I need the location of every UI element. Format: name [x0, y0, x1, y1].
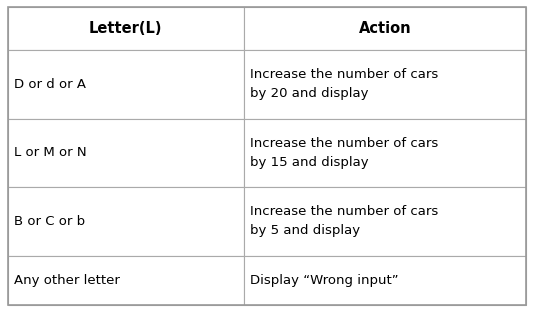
Bar: [244, 7, 526, 50]
Bar: [8, 187, 244, 256]
Text: Increase the number of cars
by 5 and display: Increase the number of cars by 5 and dis…: [250, 205, 438, 237]
Bar: [8, 256, 244, 305]
Text: B or C or b: B or C or b: [14, 215, 85, 228]
Text: Increase the number of cars
by 20 and display: Increase the number of cars by 20 and di…: [250, 68, 438, 100]
Bar: [244, 119, 526, 187]
Text: L or M or N: L or M or N: [14, 146, 87, 159]
Text: Any other letter: Any other letter: [14, 274, 120, 287]
Text: Display “Wrong input”: Display “Wrong input”: [250, 274, 399, 287]
Bar: [8, 7, 244, 50]
Bar: [244, 187, 526, 256]
Bar: [8, 50, 244, 119]
Bar: [244, 50, 526, 119]
Text: D or d or A: D or d or A: [14, 78, 87, 91]
Text: Action: Action: [358, 21, 411, 36]
Bar: [8, 119, 244, 187]
Bar: [244, 256, 526, 305]
Text: Letter(L): Letter(L): [89, 21, 162, 36]
Text: Increase the number of cars
by 15 and display: Increase the number of cars by 15 and di…: [250, 137, 438, 169]
